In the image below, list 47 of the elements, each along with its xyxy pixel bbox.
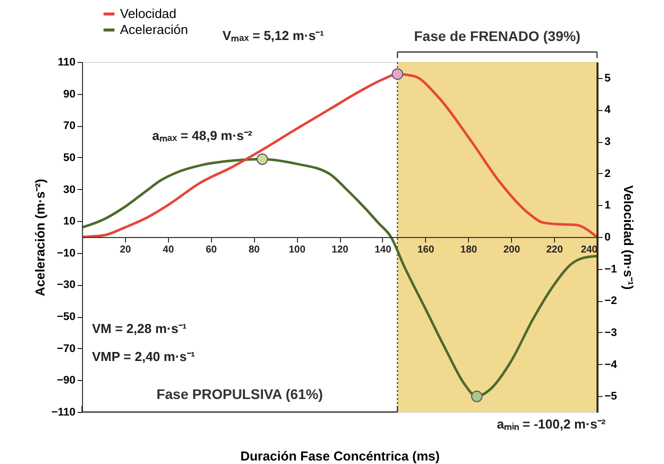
x-axis-title: Duración Fase Concéntrica (ms) [240, 448, 440, 464]
annotation: Fase PROPULSIVA (61%) [156, 386, 323, 402]
y-tick-label: 90 [63, 88, 76, 100]
x-tick-label: 100 [288, 244, 306, 256]
y2-tick-label: 1 [604, 200, 611, 212]
y2-tick-label: −5 [604, 390, 618, 403]
legend-label: Aceleración [120, 22, 188, 37]
band-label: Fase de FRENADO (39%) [414, 28, 580, 44]
y2-tick-label: −3 [604, 326, 618, 339]
x-tick-label: 40 [162, 244, 174, 256]
annotation: VMP = 2,40 m·s⁻¹ [92, 349, 196, 364]
annotation: VM = 2,28 m·s⁻¹ [92, 321, 187, 336]
x-tick-label: 20 [120, 244, 132, 256]
y2-tick-label: −4 [604, 358, 618, 371]
y-tick-label: 70 [63, 120, 76, 132]
y2-tick-label: 0 [604, 232, 611, 244]
y-axis-title: Aceleración (m·s⁻²) [32, 178, 48, 296]
y-tick-label: −50 [56, 311, 76, 324]
y2-tick-label: −2 [604, 295, 618, 308]
x-tick-label: 140 [374, 244, 392, 256]
y-tick-label: 30 [63, 184, 76, 196]
legend-label: Velocidad [120, 6, 176, 21]
x-tick-label: 240 [580, 244, 598, 256]
y-tick-label: −30 [56, 279, 76, 292]
y2-tick-label: 4 [604, 104, 612, 116]
annotation: aₘᵢₙ = -100,2 m·s⁻² [496, 416, 606, 432]
y2-tick-label: 2 [604, 168, 611, 180]
x-tick-label: 80 [248, 244, 260, 256]
y-tick-label: −110 [51, 406, 76, 418]
x-tick-label: 160 [417, 244, 435, 256]
x-tick-label: 200 [503, 244, 520, 256]
annotation: aₘₐₓ = 48,9 m·s⁻² [152, 128, 253, 144]
x-tick-label: 220 [546, 244, 564, 256]
y-tick-label: 50 [63, 152, 76, 164]
y-tick-label: −70 [56, 342, 76, 355]
y2-tick-label: 3 [604, 136, 611, 148]
y2-axis-title: Velocidad (m·s⁻¹) [621, 185, 636, 290]
x-tick-label: 60 [206, 244, 218, 256]
y2-tick-label: 5 [604, 72, 611, 84]
text: Vₘₐₓ = 5,12 m·s⁻¹ [222, 28, 324, 43]
x-tick-label: 180 [460, 244, 478, 256]
y-tick-label: −10 [56, 247, 76, 260]
y-tick-label: 110 [58, 56, 76, 68]
y-tick-label: −90 [56, 374, 76, 387]
y-tick-label: 10 [63, 216, 76, 228]
y2-tick-label: −1 [604, 263, 618, 276]
x-tick-label: 120 [332, 244, 349, 256]
